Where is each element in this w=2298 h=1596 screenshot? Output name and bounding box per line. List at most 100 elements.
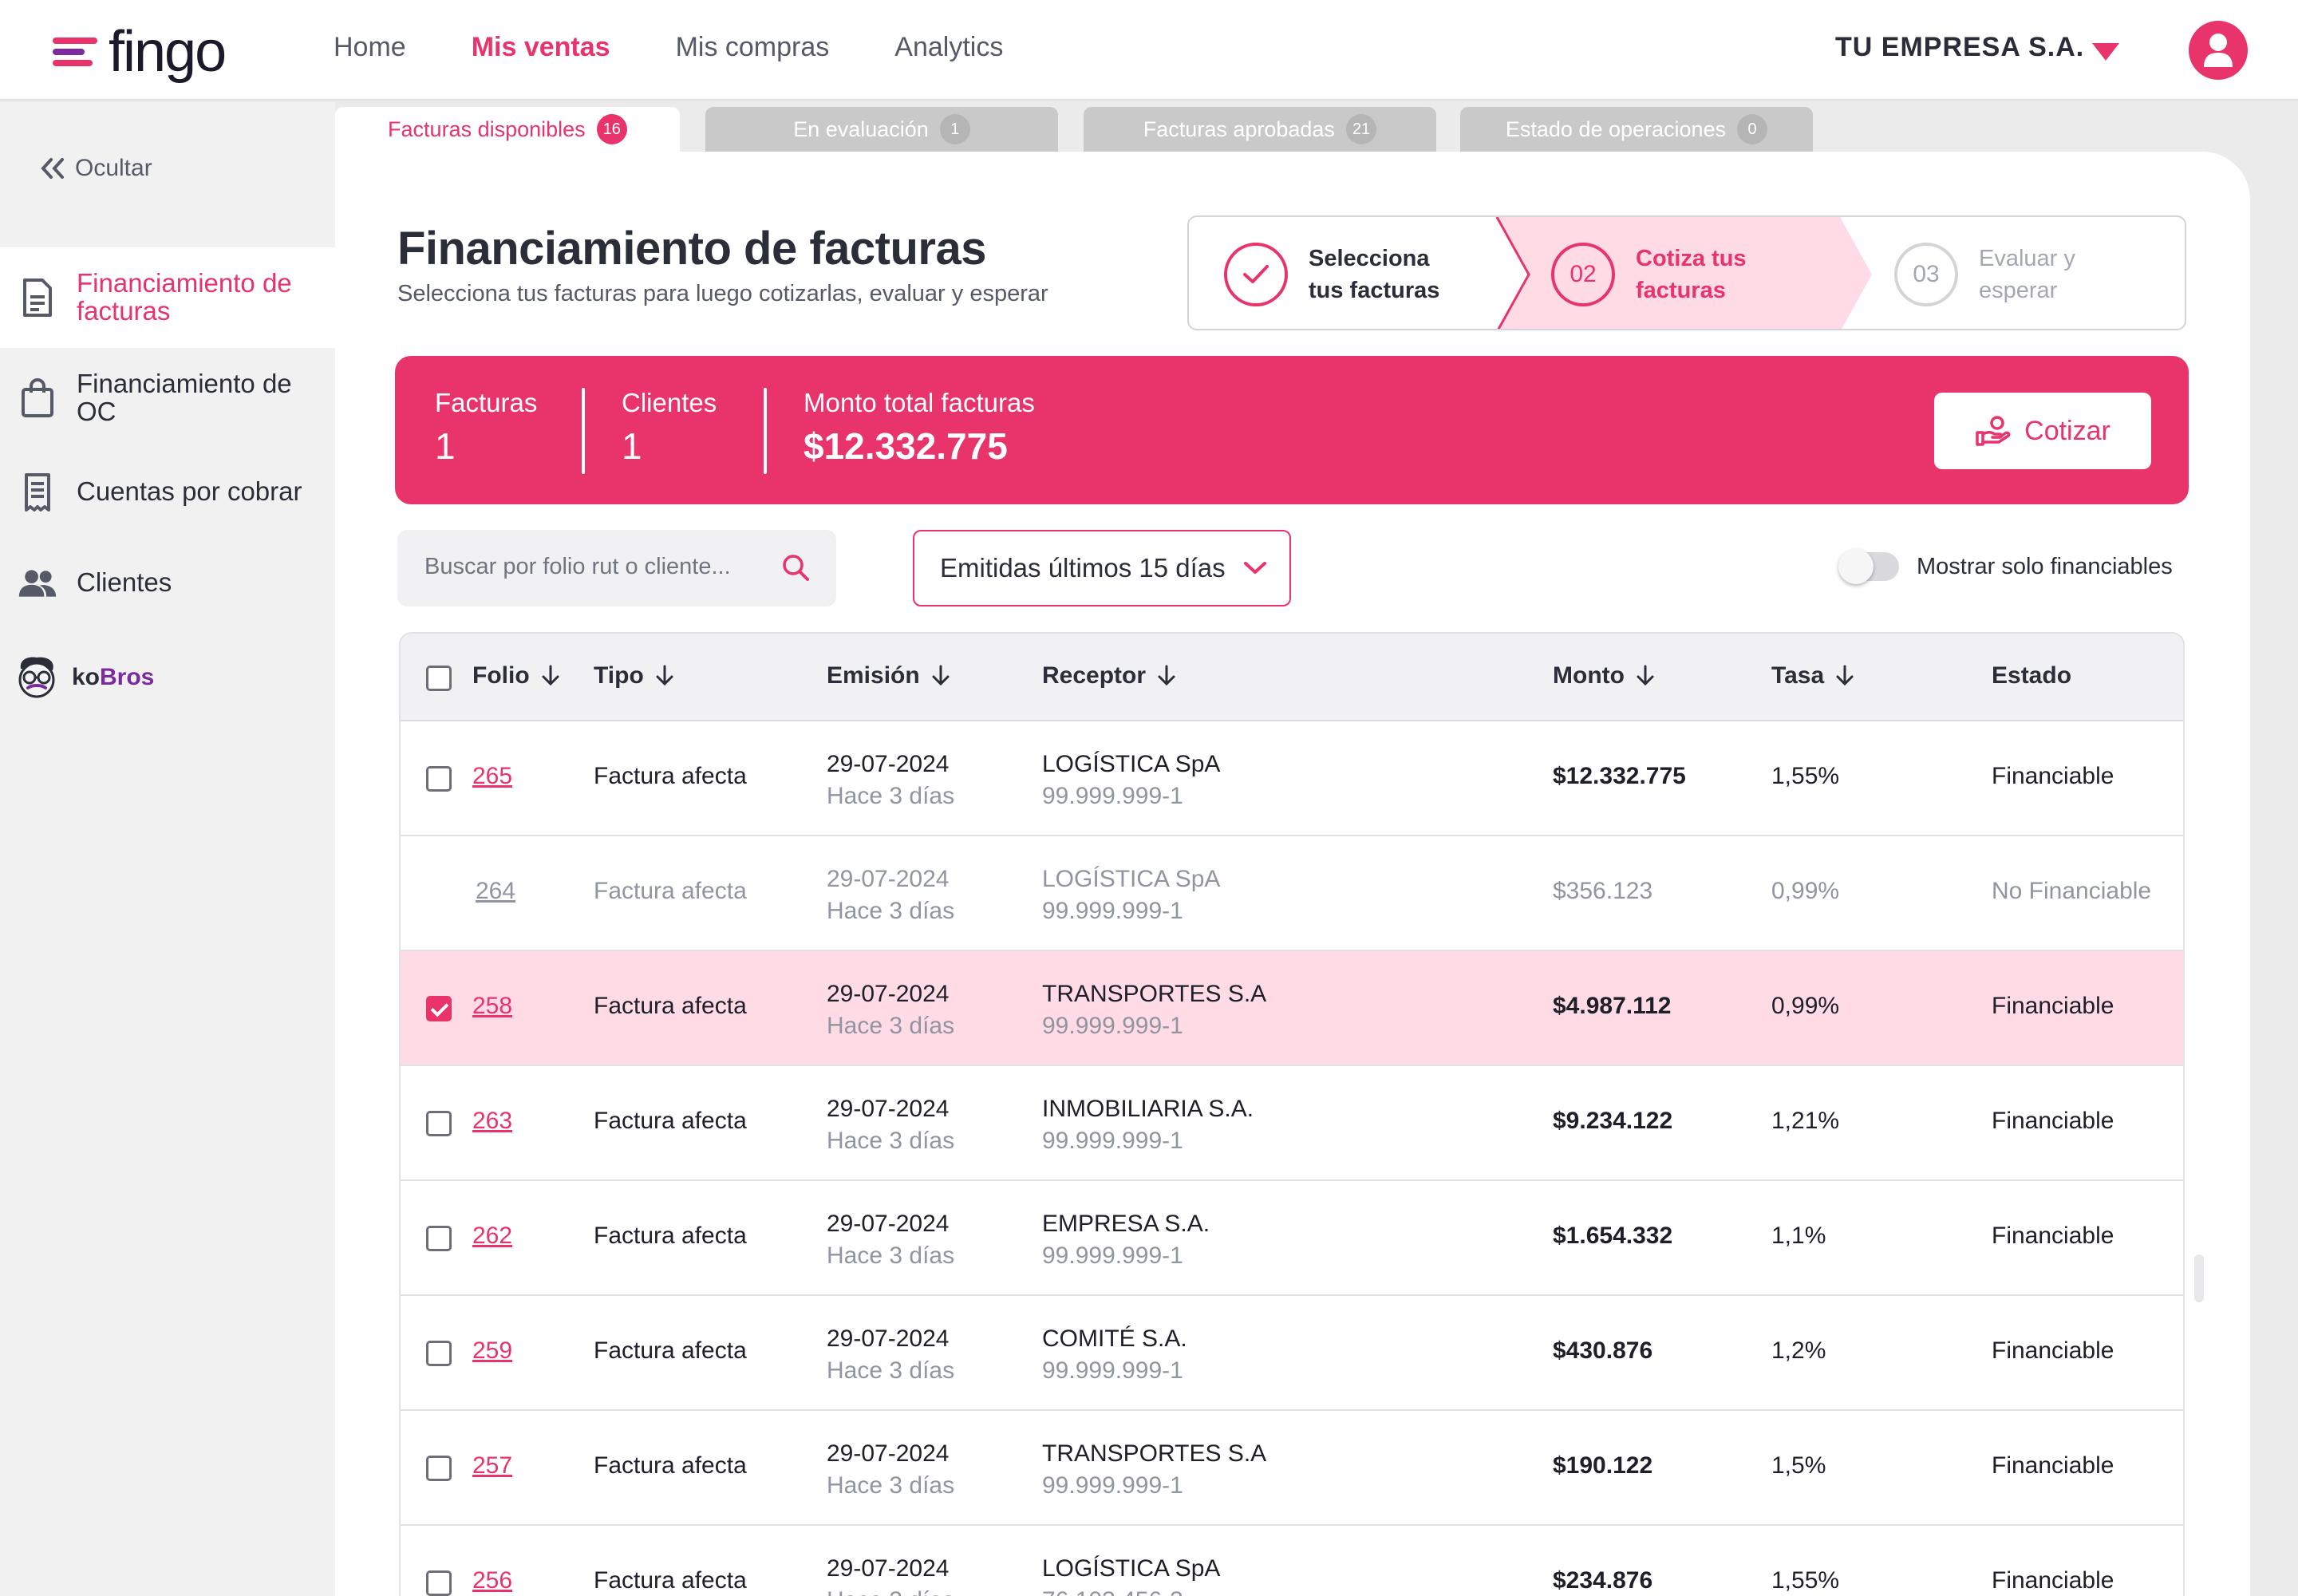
caret-down-icon[interactable] — [2092, 43, 2119, 61]
row-checkbox[interactable] — [426, 996, 452, 1021]
estado-cell: Financiable — [1992, 1337, 2114, 1364]
tipo-cell: Factura afecta — [594, 1108, 747, 1134]
sidebar-item-kobros[interactable]: koBros — [14, 654, 154, 701]
estado-cell: No Financiable — [1992, 878, 2152, 904]
header-folio[interactable]: Folio — [472, 662, 560, 689]
kobros-mascot-icon — [18, 657, 55, 698]
folio-link[interactable]: 257 — [472, 1452, 513, 1479]
date-filter-dropdown[interactable]: Emitidas últimos 15 días — [913, 530, 1291, 606]
hand-coin-icon — [1976, 416, 2011, 446]
tipo-cell: Factura afecta — [594, 763, 747, 789]
folio-link[interactable]: 263 — [472, 1108, 513, 1134]
receptor-rut: 99.999.999-1 — [1042, 1357, 1183, 1384]
tab-label: Facturas disponibles — [388, 117, 586, 141]
tab-facturas-disponibles[interactable]: Facturas disponibles 16 — [335, 107, 680, 152]
sidebar-item-label: Financiamiento de facturas — [77, 268, 292, 326]
stat-label: Facturas — [435, 388, 538, 417]
invoices-table: Folio Tipo Emisión Receptor Monto Tasa E… — [399, 632, 2185, 1596]
estado-cell: Financiable — [1992, 1567, 2114, 1594]
sidebar-item-clientes[interactable]: Clientes — [0, 539, 335, 627]
search-input[interactable]: Buscar por folio rut o cliente... — [397, 530, 836, 606]
row-checkbox[interactable] — [426, 1570, 452, 1596]
tasa-cell: 1,55% — [1771, 763, 1840, 789]
nav-mis-ventas[interactable]: Mis ventas — [471, 32, 610, 62]
cotizar-button[interactable]: Cotizar — [1934, 393, 2151, 469]
step-label-line1: Selecciona — [1309, 246, 1430, 271]
receptor-name: TRANSPORTES S.A — [1042, 981, 1267, 1007]
stat-clientes: Clientes 1 — [622, 388, 717, 468]
sidebar-item-cuentas-por-cobrar[interactable]: Cuentas por cobrar — [0, 448, 335, 536]
header-label: Emisión — [827, 662, 920, 689]
row-checkbox[interactable] — [426, 766, 452, 792]
table-row[interactable]: 259 Factura afecta 29-07-2024 Hace 3 días… — [401, 1296, 2183, 1411]
row-checkbox[interactable] — [426, 1111, 452, 1136]
tipo-cell: Factura afecta — [594, 1223, 747, 1249]
table-row: 264 Factura afecta 29-07-2024 Hace 3 días… — [401, 836, 2183, 951]
toggle-label: Mostrar solo financiables — [1917, 553, 2173, 579]
monto-cell: $9.234.122 — [1553, 1108, 1673, 1134]
header-tipo[interactable]: Tipo — [594, 662, 674, 689]
nav-home[interactable]: Home — [334, 32, 406, 62]
emision-date: 29-07-2024 — [827, 1440, 950, 1467]
receptor-cell: EMPRESA S.A. 99.999.999-1 — [1042, 1208, 1210, 1272]
folio-link[interactable]: 265 — [472, 763, 513, 789]
tasa-cell: 1,55% — [1771, 1567, 1840, 1594]
sidebar-item-label: Clientes — [77, 567, 172, 597]
select-all-checkbox[interactable] — [426, 666, 452, 691]
scrollbar-thumb[interactable] — [2194, 1254, 2204, 1302]
folio-link[interactable]: 264 — [476, 878, 516, 904]
row-checkbox[interactable] — [426, 1341, 452, 1366]
nav-analytics[interactable]: Analytics — [894, 32, 1004, 62]
dropdown-value: Emitidas últimos 15 días — [940, 553, 1226, 583]
folio-link[interactable]: 256 — [472, 1567, 513, 1594]
nav-mis-compras[interactable]: Mis compras — [675, 32, 830, 62]
header-receptor[interactable]: Receptor — [1042, 662, 1176, 689]
tab-count-badge: 16 — [596, 114, 627, 144]
sort-arrow-icon — [932, 665, 950, 686]
step-label-line2: tus facturas — [1309, 278, 1440, 303]
receptor-name: LOGÍSTICA SpA — [1042, 866, 1221, 892]
fingo-logo[interactable]: fingo — [53, 22, 227, 81]
hide-sidebar-button[interactable]: Ocultar — [38, 155, 152, 182]
header-tasa[interactable]: Tasa — [1771, 662, 1854, 689]
table-row[interactable]: 263 Factura afecta 29-07-2024 Hace 3 días… — [401, 1066, 2183, 1181]
monto-cell: $356.123 — [1553, 878, 1653, 904]
table-row[interactable]: 257 Factura afecta 29-07-2024 Hace 3 días… — [401, 1411, 2183, 1526]
financiables-toggle[interactable] — [1838, 549, 1899, 584]
company-selector[interactable]: TU EMPRESA S.A. — [1835, 32, 2085, 62]
table-row[interactable]: 258 Factura afecta 29-07-2024 Hace 3 días… — [401, 951, 2183, 1066]
receptor-cell: TRANSPORTES S.A 99.999.999-1 — [1042, 978, 1266, 1042]
hide-sidebar-label: Ocultar — [75, 155, 152, 181]
monto-cell: $234.876 — [1553, 1567, 1653, 1594]
header-monto[interactable]: Monto — [1553, 662, 1655, 689]
sidebar-item-financiamiento-oc[interactable]: Financiamiento de OC — [0, 348, 335, 448]
table-row[interactable]: 262 Factura afecta 29-07-2024 Hace 3 días… — [401, 1181, 2183, 1296]
table-row[interactable]: 265 Factura afecta 29-07-2024 Hace 3 días… — [401, 721, 2183, 836]
table-row[interactable]: 256 Factura afecta 29-07-2024 Hace 3 días… — [401, 1526, 2183, 1596]
row-checkbox[interactable] — [426, 1226, 452, 1251]
step-selecciona: Selecciona tus facturas — [1224, 217, 1440, 329]
top-bar: fingo Home Mis ventas Mis compras Analyt… — [0, 0, 2298, 101]
kobros-label: koBros — [72, 664, 154, 691]
row-checkbox[interactable] — [426, 1456, 452, 1481]
process-stepper: Selecciona tus facturas 02 Cotiza tus fact… — [1187, 215, 2186, 330]
user-avatar[interactable] — [2189, 21, 2248, 80]
tab-count-badge: 0 — [1737, 114, 1768, 144]
tab-estado-operaciones[interactable]: Estado de operaciones 0 — [1460, 107, 1813, 152]
header-emision[interactable]: Emisión — [827, 662, 950, 689]
search-icon[interactable] — [779, 551, 814, 586]
sidebar-item-financiamiento-facturas[interactable]: Financiamiento de facturas — [0, 247, 335, 348]
tab-en-evaluacion[interactable]: En evaluación 1 — [705, 107, 1058, 152]
tasa-cell: 1,2% — [1771, 1337, 1826, 1364]
tasa-cell: 0,99% — [1771, 878, 1840, 904]
receptor-cell: COMITÉ S.A. 99.999.999-1 — [1042, 1323, 1187, 1387]
tab-facturas-aprobadas[interactable]: Facturas aprobadas 21 — [1084, 107, 1436, 152]
tab-count-badge: 1 — [939, 114, 970, 144]
emision-relative: Hace 3 días — [827, 1357, 955, 1384]
step-label-line2: esperar — [1979, 278, 2058, 303]
folio-link[interactable]: 258 — [472, 993, 513, 1019]
folio-link[interactable]: 259 — [472, 1337, 513, 1364]
stat-divider — [582, 388, 585, 474]
folio-link[interactable]: 262 — [472, 1223, 513, 1249]
top-nav: Home Mis ventas Mis compras Analytics — [334, 32, 1003, 63]
